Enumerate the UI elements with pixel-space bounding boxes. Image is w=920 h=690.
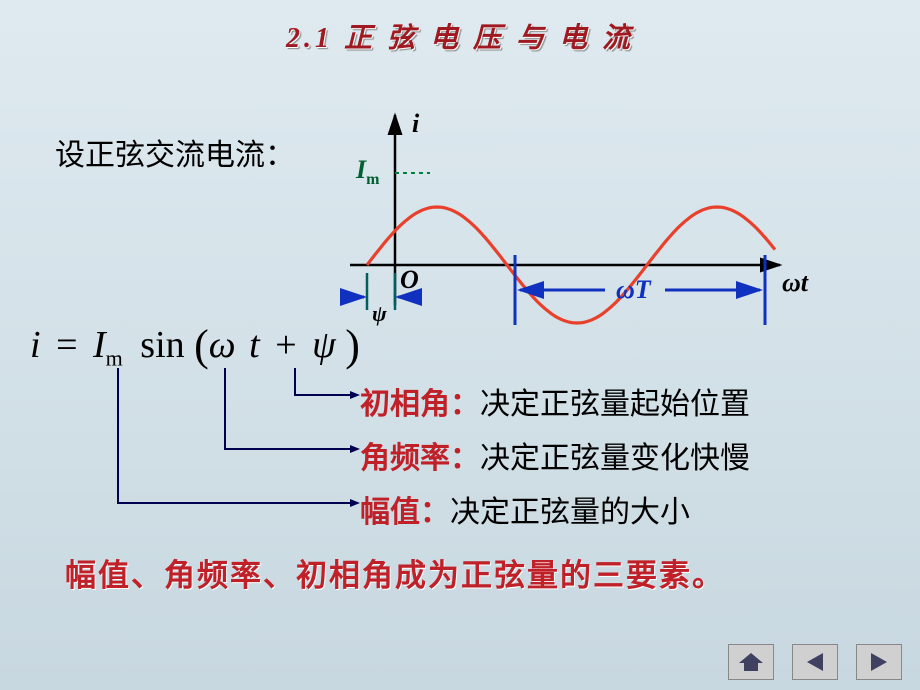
amp-symbol: I [356,155,366,184]
eq-lhs: i [30,324,41,366]
desc-val: 决定正弦量起始位置 [480,388,750,421]
eq-equals: = [50,324,83,366]
desc-key: 幅值： [360,496,450,529]
eq-func: sin [132,324,184,366]
desc-key: 角频率： [360,442,480,475]
page-title: 2.1 正 弦 电 压 与 电 流 [0,16,920,56]
y-axis-label: i [412,109,419,139]
x-axis-label: ωt [782,268,808,298]
phase-label: ψ [372,301,387,327]
eq-coeff: I [93,324,106,366]
equation: i = Im sin (ω t + ψ ) [30,320,360,372]
eq-plus: + [269,324,302,366]
next-button[interactable] [856,644,902,680]
desc-val: 决定正弦量的大小 [450,496,690,529]
amp-sub: m [366,171,379,188]
eq-coeff-sub: m [106,346,123,371]
eq-lparen: ( [194,321,209,370]
desc-val: 决定正弦量变化快慢 [480,442,750,475]
description-list: 初相角：决定正弦量起始位置 角频率：决定正弦量变化快慢 幅值：决定正弦量的大小 [360,378,750,540]
summary-text: 幅值、角频率、初相角成为正弦量的三要素。 [65,555,725,597]
home-icon [737,651,765,673]
intro-text: 设正弦交流电流： [55,130,295,174]
next-icon [865,651,893,673]
nav-buttons [728,644,902,680]
connector-lines [0,360,370,560]
prev-button[interactable] [792,644,838,680]
desc-row-phase: 初相角：决定正弦量起始位置 [360,378,750,432]
amplitude-label: Im [356,155,379,189]
desc-row-freq: 角频率：决定正弦量变化快慢 [360,432,750,486]
eq-t: t [245,324,260,366]
origin-label: O [400,265,419,295]
home-button[interactable] [728,644,774,680]
desc-row-amp: 幅值：决定正弦量的大小 [360,486,750,540]
sine-graph: i Im O ψ ωT ωt [320,105,800,335]
desc-key: 初相角： [360,388,480,421]
eq-omega: ω [209,324,236,366]
eq-rparen: ) [345,321,360,370]
period-label: ωT [616,275,651,305]
eq-psi: ψ [312,324,336,366]
prev-icon [801,651,829,673]
